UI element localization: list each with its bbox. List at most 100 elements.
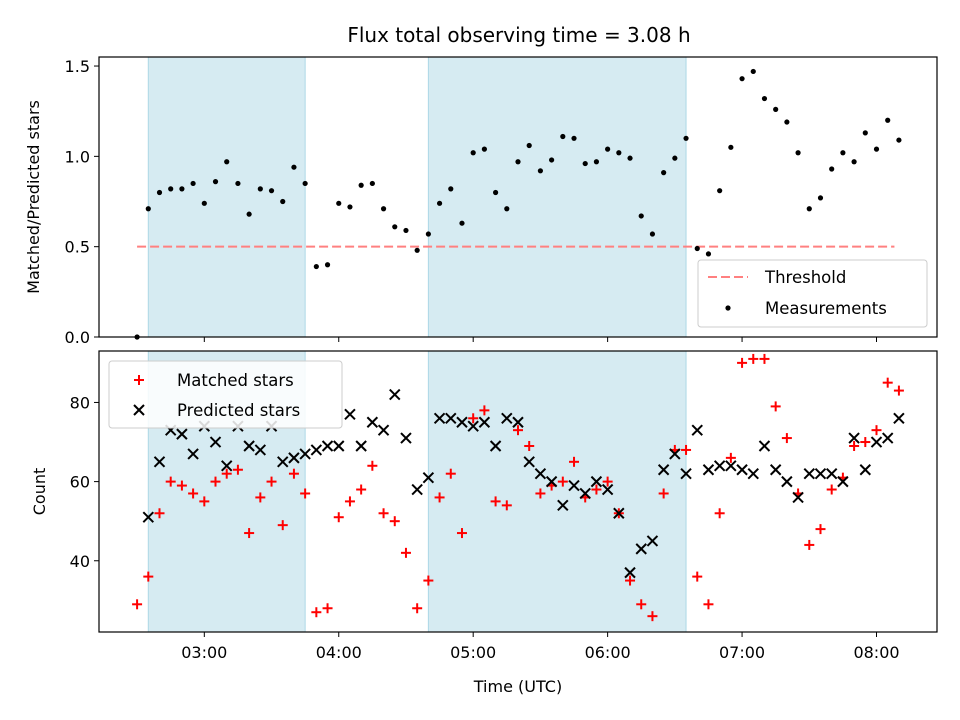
x-tick-label: 07:00 [719,643,765,662]
legend-measurements-label: Measurements [765,299,887,318]
ratio-panel-frame [98,56,938,338]
measurement-point [380,206,387,212]
matched-star-point [277,520,288,531]
predicted-star-point [534,467,547,480]
measurement-point [817,195,824,201]
matched-star-point [400,547,411,558]
predicted-star-point [646,535,659,547]
count-panel: 40 60 80 03:00 04:00 05:00 06:00 07:00 08:00 Co… [30,350,938,696]
measurement-point [459,220,465,226]
matched-star-point [434,492,445,503]
matched-star-point [143,571,154,582]
ratio-shaded-interval-1 [147,56,306,338]
matched-star-point [681,444,692,455]
predicted-star-point [870,436,883,448]
matched-star-point [602,476,613,487]
matched-star-point [781,433,792,444]
measurement-point [728,144,734,150]
matched-star-point [423,575,434,586]
measurement-point [537,168,544,174]
legend-matched-swatch [134,375,144,385]
measurement-point [291,164,297,170]
predicted-star-point [814,467,827,480]
legend-threshold-label: Threshold [764,268,846,287]
count-panel-frame [98,350,938,633]
predicted-star-point [557,499,569,512]
measurement-point [840,150,846,156]
measurement-point [145,206,151,212]
ratio-legend: Threshold Measurements [697,259,928,328]
measurement-point [302,180,308,187]
measurement-point [616,150,622,156]
predicted-star-point [613,507,625,519]
measurement-point [425,231,431,237]
measurement-point [392,224,398,230]
measurement-point [201,200,207,206]
matched-star-point [860,437,871,448]
measurement-point [224,159,230,165]
legend-matched-label: Matched stars [177,371,294,390]
matched-star-point [815,524,826,535]
legend-measurements-swatch [725,305,731,311]
predicted-star-point [187,448,199,460]
predicted-star-point [680,467,692,480]
predicted-star-point [433,412,446,424]
matched-star-point [132,599,143,610]
x-tick-label: 04:00 [316,643,362,662]
predicted-star-point [825,467,838,480]
measurement-point [885,117,891,123]
predicted-star-point [590,475,603,488]
predicted-star-point [389,388,401,401]
measurement-point [717,188,723,194]
predicted-star-point [725,460,737,472]
predicted-star-point [769,464,782,476]
predicted-star-point [702,464,715,476]
matched-star-point [625,575,636,586]
measurement-point [179,186,185,192]
measurement-point [369,180,375,187]
measurement-point [806,206,812,212]
predicted-star-point [288,452,300,464]
ratio-shaded-interval-2 [427,56,687,338]
measurement-point [638,213,644,219]
predicted-star-point [142,511,155,523]
measurement-point [268,188,275,194]
matched-star-point [221,468,232,479]
measurement-point [773,106,779,112]
predicted-star-point [747,467,759,480]
count-y-axis-label: Count [30,468,49,516]
measurement-point [436,200,443,206]
predicted-star-point [377,424,390,436]
predicted-star-point [501,412,513,424]
measurement-point [672,155,678,161]
predicted-star-point [792,491,804,504]
predicted-star-point [893,412,905,424]
ratio-y-tick-label: 0.5 [65,238,90,257]
predicted-star-point [848,432,860,444]
measurement-point [235,180,241,187]
measurement-point [280,198,286,205]
measurement-point [403,227,409,234]
matched-star-point [479,405,490,416]
measurement-point [795,150,801,156]
x-axis-label: Time (UTC) [473,677,562,696]
measurement-point [481,146,487,152]
measurement-point [156,189,163,196]
measurement-point [358,182,364,188]
matched-star-point [356,484,367,495]
matched-star-point [524,440,535,451]
matched-star-point [311,607,322,618]
predicted-star-point [153,456,166,468]
measurement-point [414,247,420,253]
ratio-y-tick-label: 0.0 [65,328,90,347]
measurement-point [336,200,342,206]
measurement-point [896,137,902,143]
predicted-star-point [803,467,815,480]
predicted-star-point [209,436,222,448]
predicted-star-point [243,440,255,452]
ratio-legend-box [697,259,928,328]
measurement-point [873,146,880,152]
matched-star-point [199,496,210,507]
predicted-star-point [736,464,748,476]
